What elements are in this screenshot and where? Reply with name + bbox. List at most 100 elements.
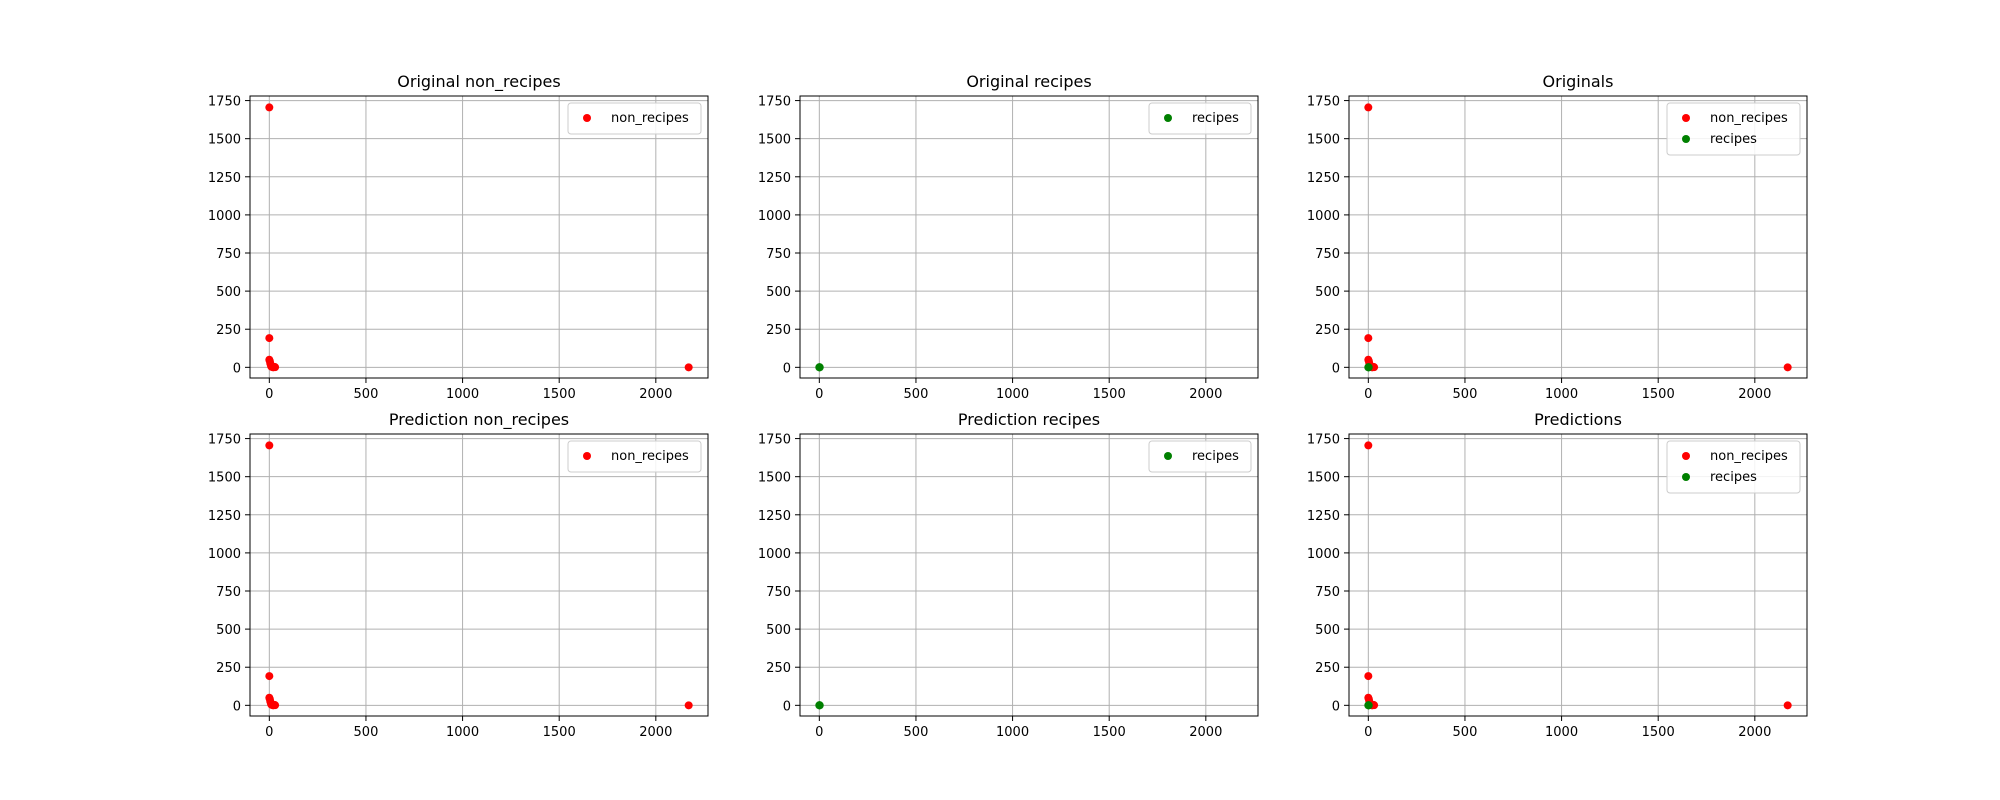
legend-label: non_recipes [1710, 449, 1788, 464]
legend-label: recipes [1192, 449, 1239, 464]
x-tick-label: 1500 [1642, 725, 1675, 740]
legend-label: recipes [1710, 132, 1757, 147]
y-tick-label: 1750 [1307, 95, 1340, 110]
legend-marker [1682, 452, 1690, 460]
legend-box [1148, 440, 1252, 473]
chart-title: Prediction non_recipes [389, 410, 569, 430]
legend-label: recipes [1710, 470, 1757, 485]
chart-title: Originals [1543, 72, 1614, 91]
scatter-point [1364, 701, 1373, 710]
x-tick-label: 1000 [446, 725, 479, 740]
legend-marker [1682, 135, 1690, 143]
scatter-point [271, 363, 280, 372]
x-tick-label: 0 [1364, 725, 1372, 740]
axes-frame [799, 95, 1259, 379]
scatter-point [265, 334, 274, 343]
chart-title: Prediction recipes [958, 410, 1100, 429]
legend-marker [1164, 114, 1172, 122]
y-tick-label: 1250 [758, 509, 791, 524]
y-tick-label: 250 [1315, 323, 1340, 338]
legend-label: non_recipes [1710, 111, 1788, 126]
y-tick-label: 500 [1315, 623, 1340, 638]
y-tick-label: 1250 [758, 171, 791, 186]
y-tick-label: 1000 [758, 547, 791, 562]
x-tick-label: 500 [354, 387, 379, 402]
x-tick-label: 1500 [1093, 725, 1126, 740]
scatter-point [815, 363, 824, 372]
x-tick-label: 2000 [1189, 387, 1222, 402]
x-tick-label: 2000 [639, 725, 672, 740]
y-tick-label: 750 [766, 585, 791, 600]
x-tick-label: 500 [1453, 387, 1478, 402]
chart-title: Original non_recipes [397, 72, 560, 92]
y-tick-label: 1500 [758, 471, 791, 486]
legend: non_recipes [567, 440, 702, 473]
y-tick-label: 1250 [208, 171, 241, 186]
x-tick-label: 1000 [996, 387, 1029, 402]
legend: non_recipes [567, 102, 702, 135]
y-tick-label: 500 [216, 623, 241, 638]
y-tick-label: 0 [783, 361, 791, 376]
y-tick-label: 1750 [208, 433, 241, 448]
legend-label: recipes [1192, 111, 1239, 126]
subplot-1: 0 500 1000 1500 2000 0 250 500 750 1000 1250 1500 17… [208, 72, 709, 402]
scatter-point [1364, 441, 1373, 450]
x-tick-label: 0 [815, 387, 823, 402]
legend-label: non_recipes [611, 449, 689, 464]
y-tick-label: 0 [1332, 361, 1340, 376]
y-tick-label: 250 [766, 661, 791, 676]
y-tick-label: 1000 [1307, 547, 1340, 562]
y-tick-label: 750 [216, 585, 241, 600]
y-tick-label: 1250 [208, 509, 241, 524]
x-tick-label: 1000 [1545, 725, 1578, 740]
chart-title: Predictions [1534, 410, 1622, 429]
subplot-4: 0 500 1000 1500 2000 0 250 500 750 1000 1250 1500 17… [208, 410, 709, 740]
x-tick-label: 500 [354, 725, 379, 740]
y-tick-label: 1500 [758, 133, 791, 148]
scatter-point [1364, 334, 1373, 343]
y-tick-label: 0 [233, 361, 241, 376]
chart-title: Original recipes [966, 72, 1091, 91]
x-tick-label: 2000 [1738, 387, 1771, 402]
scatter-point [265, 441, 274, 450]
y-tick-label: 250 [1315, 661, 1340, 676]
axes-frame [1348, 95, 1808, 379]
scatter-point [1783, 701, 1792, 710]
x-tick-label: 2000 [639, 387, 672, 402]
y-tick-label: 1000 [208, 547, 241, 562]
x-tick-label: 500 [1453, 725, 1478, 740]
y-tick-label: 250 [216, 661, 241, 676]
y-tick-label: 750 [216, 247, 241, 262]
legend-marker [1682, 114, 1690, 122]
y-tick-label: 250 [766, 323, 791, 338]
scatter-point [1783, 363, 1792, 372]
axes-frame [249, 95, 709, 379]
scatter-point [684, 363, 693, 372]
x-tick-label: 1500 [1093, 387, 1126, 402]
scatter-point [1364, 672, 1373, 681]
y-tick-label: 500 [766, 285, 791, 300]
y-tick-label: 0 [233, 699, 241, 714]
y-tick-label: 750 [1315, 247, 1340, 262]
y-tick-label: 1500 [1307, 471, 1340, 486]
x-tick-label: 0 [1364, 387, 1372, 402]
subplot-3: 0 500 1000 1500 2000 0 250 500 750 1000 1250 1500 17… [1307, 72, 1808, 402]
y-tick-label: 1750 [758, 95, 791, 110]
legend-box [567, 440, 702, 473]
y-tick-label: 500 [216, 285, 241, 300]
legend-box [1666, 102, 1801, 156]
x-tick-label: 1000 [446, 387, 479, 402]
legend-box [1148, 102, 1252, 135]
legend-box [567, 102, 702, 135]
y-tick-label: 1500 [208, 471, 241, 486]
scatter-point [1364, 103, 1373, 112]
y-tick-label: 500 [1315, 285, 1340, 300]
y-tick-label: 0 [783, 699, 791, 714]
y-tick-label: 1000 [758, 209, 791, 224]
x-tick-label: 1500 [543, 725, 576, 740]
y-tick-label: 1000 [1307, 209, 1340, 224]
scatter-point [271, 701, 280, 710]
legend-marker [1682, 473, 1690, 481]
x-tick-label: 0 [265, 387, 273, 402]
